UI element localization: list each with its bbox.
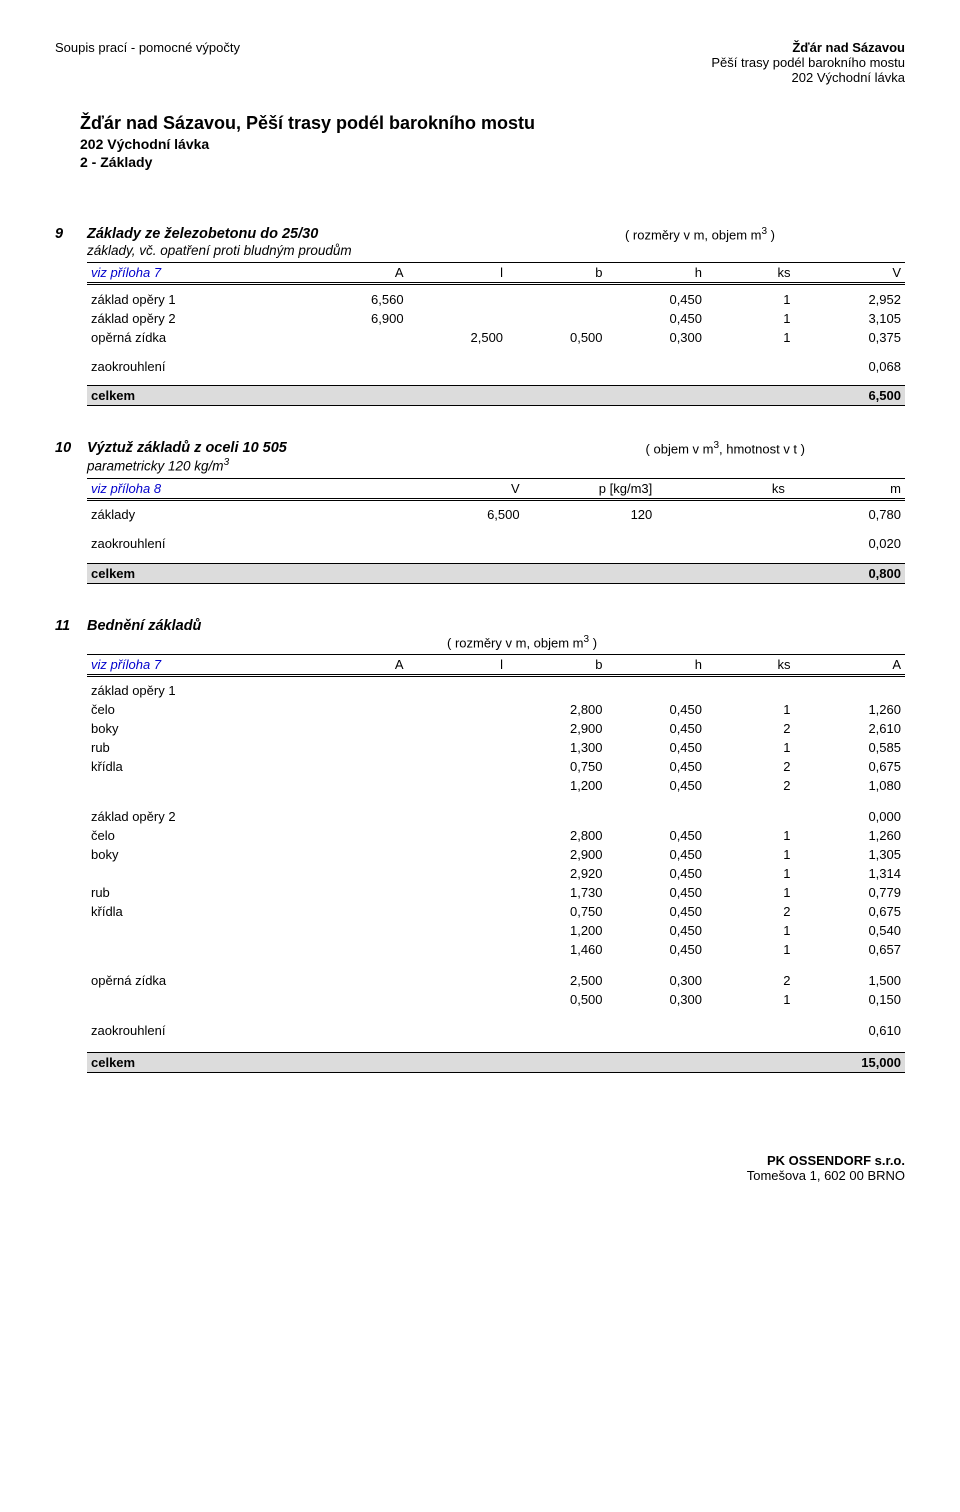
section-9-note: ( rozměry v m, objem m3 ) [625, 226, 905, 258]
title-main: Žďár nad Sázavou, Pěší trasy podél barok… [80, 113, 905, 134]
title-block: Žďár nad Sázavou, Pěší trasy podél barok… [80, 113, 905, 170]
header-right-line3: 202 Východní lávka [711, 70, 905, 85]
total-row: celkem 15,000 [87, 1052, 905, 1072]
table-row: boky2,9000,45011,305 [87, 845, 905, 864]
col-ks: ks [656, 478, 789, 499]
group-header: základ opěry 2 0,000 [87, 807, 905, 826]
section-10-title: Výztuž základů z oceli 10 505 [87, 440, 287, 456]
col-V: V [391, 478, 524, 499]
col-A2: A [794, 654, 905, 675]
table-row: křídla0,7500,45020,675 [87, 902, 905, 921]
col-b: b [507, 263, 606, 284]
col-h: h [607, 263, 706, 284]
section-11-table: viz příloha 7 A l b h ks A základ opěry … [87, 654, 905, 1073]
col-m: m [789, 478, 905, 499]
table-row: 0,500 0,300 1 0,150 [87, 990, 905, 1009]
table-row: čelo2,8000,45011,260 [87, 826, 905, 845]
table-row: 1,2000,45021,080 [87, 776, 905, 795]
col-ks: ks [706, 654, 794, 675]
table-row: rub1,7300,45010,779 [87, 883, 905, 902]
table-row: opěrná zídka 2,500 0,500 0,300 1 0,375 [87, 328, 905, 347]
section-9: 9 Základy ze železobetonu do 25/30 zákla… [55, 226, 905, 406]
table-row: základ opěry 1 6,560 0,450 1 2,952 [87, 290, 905, 309]
section-10-note: ( objem v m3, hmotnost v t ) [646, 440, 905, 474]
table-row: základ opěry 2 6,900 0,450 1 3,105 [87, 309, 905, 328]
col-p: p [kg/m3] [524, 478, 657, 499]
table-row: 2,9200,45011,314 [87, 864, 905, 883]
col-ks: ks [706, 263, 794, 284]
section-10-table: viz příloha 8 V p [kg/m3] ks m základy 6… [87, 478, 905, 584]
section-9-sub: základy, vč. opatření proti bludným prou… [87, 243, 352, 258]
group-header: základ opěry 1 [87, 681, 905, 700]
section-9-title: Základy ze železobetonu do 25/30 [87, 226, 352, 242]
table-row: rub1,3000,45010,585 [87, 738, 905, 757]
section-10-ref: viz příloha 8 [87, 478, 391, 499]
table-row: čelo2,8000,45011,260 [87, 700, 905, 719]
col-l: l [408, 263, 507, 284]
table-row: základy 6,500 120 0,780 [87, 505, 905, 524]
col-V: V [794, 263, 905, 284]
table-row: křídla0,7500,45020,675 [87, 757, 905, 776]
header-right-line2: Pěší trasy podél barokního mostu [711, 55, 905, 70]
table-row: boky2,9000,45022,610 [87, 719, 905, 738]
section-9-num: 9 [55, 226, 87, 242]
section-11-title: Bednění základů [87, 618, 905, 634]
round-row: zaokrouhlení 0,068 [87, 357, 905, 376]
section-11-num: 11 [55, 618, 87, 634]
section-9-ref: viz příloha 7 [87, 263, 308, 284]
col-h: h [607, 654, 706, 675]
section-11: 11 Bednění základů ( rozměry v m, objem … [55, 618, 905, 1073]
section-11-note: ( rozměry v m, objem m3 ) [87, 634, 905, 650]
section-11-ref: viz příloha 7 [87, 654, 308, 675]
round-row: zaokrouhlení 0,020 [87, 534, 905, 553]
title-sub1: 202 Východní lávka [80, 136, 905, 152]
title-sub2: 2 - Základy [80, 154, 905, 170]
footer-address: Tomešova 1, 602 00 BRNO [55, 1168, 905, 1183]
total-row: celkem 0,800 [87, 563, 905, 583]
section-10-sub: parametricky 120 kg/m3 [87, 457, 287, 474]
footer-firm: PK OSSENDORF s.r.o. [55, 1153, 905, 1168]
round-row: zaokrouhlení 0,610 [87, 1021, 905, 1040]
header-right: Žďár nad Sázavou Pěší trasy podél barokn… [711, 40, 905, 85]
table-row: 1,4600,45010,657 [87, 940, 905, 959]
col-A: A [308, 263, 407, 284]
col-l: l [408, 654, 507, 675]
page-footer: PK OSSENDORF s.r.o. Tomešova 1, 602 00 B… [55, 1153, 905, 1183]
section-10: 10 Výztuž základů z oceli 10 505 paramet… [55, 440, 905, 584]
header-left: Soupis prací - pomocné výpočty [55, 40, 240, 55]
header-right-line1: Žďár nad Sázavou [711, 40, 905, 55]
table-row: 1,2000,45010,540 [87, 921, 905, 940]
section-10-num: 10 [55, 440, 87, 456]
table-row: opěrná zídka 2,500 0,300 2 1,500 [87, 971, 905, 990]
total-row: celkem 6,500 [87, 386, 905, 406]
page-header: Soupis prací - pomocné výpočty Žďár nad … [55, 40, 905, 85]
col-b: b [507, 654, 606, 675]
col-A: A [308, 654, 407, 675]
section-9-table: viz příloha 7 A l b h ks V základ opěry … [87, 262, 905, 406]
